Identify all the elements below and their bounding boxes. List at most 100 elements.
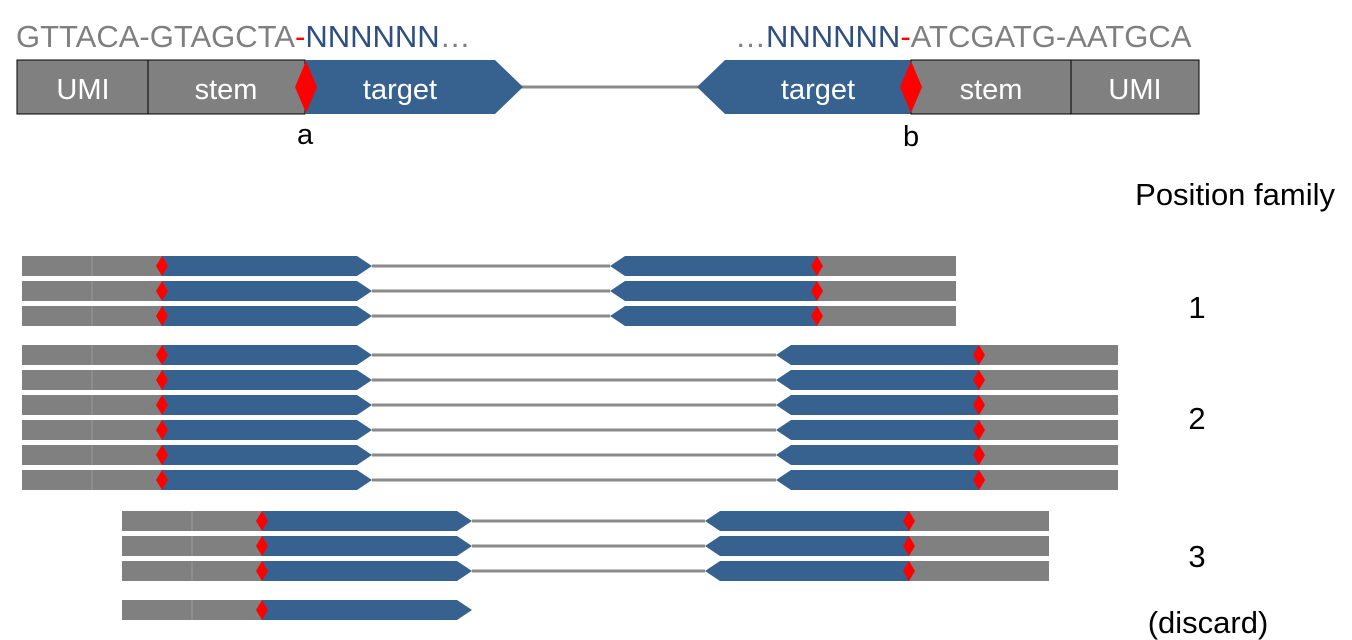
read-left-target: [162, 470, 372, 490]
construct-diagram: UMI stem target target stem UMI a b: [16, 59, 1200, 153]
read-breakpoint-a: [156, 470, 168, 490]
read-breakpoint-b: [973, 420, 985, 440]
left-seq-gray: GTTACA-GTAGCTA: [16, 19, 295, 54]
read-left-target: [162, 306, 372, 326]
read-row: [22, 370, 1118, 390]
read-right-target: [610, 256, 817, 276]
right-target-label: target: [781, 74, 855, 106]
read-right-stem-umi: [979, 445, 1118, 465]
read-breakpoint-a: [156, 420, 168, 440]
read-left-target: [162, 256, 372, 276]
right-seq-red: -: [900, 19, 910, 54]
left-target-label: target: [363, 74, 437, 106]
read-left-target: [162, 370, 372, 390]
read-breakpoint-b: [973, 470, 985, 490]
read-right-target: [776, 470, 979, 490]
read-breakpoint-a: [156, 395, 168, 415]
read-breakpoint-a: [256, 536, 268, 556]
read-row: [22, 306, 956, 326]
read-right-stem-umi: [979, 470, 1118, 490]
read-left-target: [262, 511, 472, 531]
read-right-stem-umi: [979, 395, 1118, 415]
read-row: [122, 536, 1049, 556]
read-row: [22, 420, 1118, 440]
read-right-target: [705, 561, 909, 581]
read-left-target: [262, 561, 472, 581]
read-breakpoint-b: [811, 281, 823, 301]
left-umi-box: [16, 59, 149, 115]
read-right-stem-umi: [979, 420, 1118, 440]
reads-group: [22, 256, 1118, 620]
right-sequence: …NNNNNN-ATCGATG-AATGCA: [735, 19, 1192, 54]
read-left-target: [162, 345, 372, 365]
read-right-target: [610, 281, 817, 301]
family-label: 2: [1188, 401, 1205, 436]
read-right-target: [705, 511, 909, 531]
read-right-target: [776, 420, 979, 440]
read-breakpoint-b: [973, 445, 985, 465]
read-row: [122, 600, 472, 620]
read-right-stem-umi: [979, 345, 1118, 365]
read-right-target: [705, 536, 909, 556]
read-right-target: [776, 395, 979, 415]
read-row: [22, 281, 956, 301]
read-right-stem-umi: [817, 281, 956, 301]
read-breakpoint-a: [156, 256, 168, 276]
read-breakpoint-b: [973, 370, 985, 390]
read-breakpoint-a: [156, 445, 168, 465]
left-stem-label: stem: [195, 74, 258, 106]
right-target-arrow: [697, 60, 911, 114]
read-breakpoint-a: [256, 561, 268, 581]
read-right-target: [776, 445, 979, 465]
read-breakpoint-a: [156, 281, 168, 301]
read-breakpoint-a: [256, 511, 268, 531]
read-left-target: [162, 420, 372, 440]
site-b-label: b: [903, 121, 919, 153]
left-seq-tail: …: [440, 19, 471, 54]
read-left-target: [162, 445, 372, 465]
left-stem-box: [147, 59, 306, 115]
breakpoint-a-marker: [295, 61, 317, 113]
left-seq-red: -: [295, 19, 305, 54]
read-right-target: [776, 370, 979, 390]
right-umi-label: UMI: [1108, 74, 1161, 106]
read-right-stem-umi: [909, 561, 1049, 581]
read-left-target: [262, 536, 472, 556]
family-label: 3: [1188, 539, 1205, 574]
read-row: [122, 561, 1049, 581]
read-row: [22, 470, 1118, 490]
position-family-header: Position family: [1135, 177, 1335, 212]
read-breakpoint-a: [256, 600, 268, 620]
read-left-target: [162, 281, 372, 301]
right-stem-label: stem: [960, 74, 1023, 106]
read-breakpoint-b: [973, 345, 985, 365]
read-row: [122, 511, 1049, 531]
read-right-target: [610, 306, 817, 326]
left-sequence: GTTACA-GTAGCTA-NNNNNN…: [16, 19, 471, 54]
right-seq-blue: NNNNNN: [766, 19, 900, 54]
read-breakpoint-a: [156, 306, 168, 326]
read-breakpoint-b: [811, 306, 823, 326]
right-seq-gray: ATCGATG-AATGCA: [911, 19, 1192, 54]
read-breakpoint-b: [903, 536, 915, 556]
left-seq-blue: NNNNNN: [305, 19, 439, 54]
read-row: [22, 445, 1118, 465]
family-label: 1: [1188, 290, 1205, 325]
read-breakpoint-b: [973, 395, 985, 415]
read-left-target: [162, 395, 372, 415]
read-breakpoint-b: [811, 256, 823, 276]
site-a-label: a: [297, 119, 314, 151]
read-right-stem-umi: [979, 370, 1118, 390]
read-right-stem-umi: [817, 256, 956, 276]
read-right-stem-umi: [817, 306, 956, 326]
read-row: [22, 345, 1118, 365]
read-row: [22, 256, 956, 276]
family-labels: 1 2 3 (discard): [1148, 290, 1269, 640]
read-row: [22, 395, 1118, 415]
read-left-target: [262, 600, 472, 620]
right-umi-box: [1070, 59, 1200, 115]
family-label: (discard): [1148, 605, 1269, 640]
left-umi-label: UMI: [56, 74, 109, 106]
read-right-stem-umi: [909, 511, 1049, 531]
